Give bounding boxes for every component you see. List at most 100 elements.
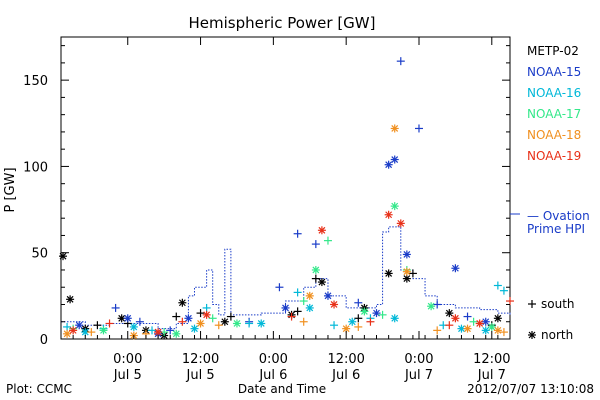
point-north <box>372 309 381 318</box>
point-north <box>384 269 393 278</box>
point-south <box>105 319 114 328</box>
point-north <box>475 319 484 328</box>
y-axis-label: P [GW] <box>3 167 18 212</box>
point-south <box>378 310 387 319</box>
x-tick-date-label: Jul 5 <box>113 368 142 383</box>
point-south <box>93 321 102 330</box>
point-south <box>245 319 254 328</box>
point-north <box>402 274 411 283</box>
point-north <box>75 321 84 330</box>
star-marker-icon <box>528 331 536 339</box>
y-tick-label: 100 <box>23 160 48 175</box>
point-north <box>69 326 78 335</box>
point-north <box>463 324 472 333</box>
point-north <box>190 324 199 333</box>
point-north <box>384 160 393 169</box>
point-north <box>481 326 490 335</box>
point-north <box>390 155 399 164</box>
point-south <box>148 326 157 335</box>
point-south <box>111 303 120 312</box>
marks-layer <box>59 57 514 340</box>
marker-legend: south north <box>528 297 575 342</box>
point-north <box>457 324 466 333</box>
point-north <box>451 264 460 273</box>
hpi-line-layer <box>61 226 511 330</box>
point-north <box>323 291 332 300</box>
point-north <box>396 219 405 228</box>
plot-frame <box>60 36 511 340</box>
point-south <box>366 317 375 326</box>
point-south <box>293 229 302 238</box>
point-north <box>390 202 399 211</box>
point-north <box>281 303 290 312</box>
point-north <box>59 252 68 261</box>
footer-left: Plot: CCMC <box>6 382 72 396</box>
point-south <box>275 283 284 292</box>
point-south <box>414 124 423 133</box>
x-tick-time-label: 12:00 <box>327 352 364 367</box>
point-south <box>166 326 175 335</box>
x-tick-time-label: 0:00 <box>113 352 142 367</box>
point-south <box>135 317 144 326</box>
x-tick-time-label: 12:00 <box>473 352 510 367</box>
point-south <box>208 314 217 323</box>
point-south <box>299 317 308 326</box>
point-north <box>330 300 339 309</box>
x-tick-time-label: 0:00 <box>259 352 288 367</box>
point-north <box>232 319 241 328</box>
legend-entry: METP-02 <box>527 44 579 58</box>
point-north <box>402 267 411 276</box>
point-south <box>226 312 235 321</box>
legend-entry: NOAA-19 <box>527 149 581 163</box>
point-north <box>154 328 163 337</box>
chart-title: Hemispheric Power [GW] <box>189 14 376 32</box>
point-north <box>317 226 326 235</box>
point-south <box>293 307 302 316</box>
point-north <box>196 319 205 328</box>
x-tick-date-label: Jul 7 <box>404 368 433 383</box>
point-south <box>311 240 320 249</box>
point-north <box>481 317 490 326</box>
point-south <box>178 317 187 326</box>
x-tick-date-label: Jul 6 <box>258 368 287 383</box>
point-south <box>172 312 181 321</box>
point-south <box>506 297 514 306</box>
point-north <box>384 210 393 219</box>
point-south <box>469 317 478 326</box>
footer-timestamp: 2012/07/07 13:10:08 <box>467 382 594 396</box>
y-tick-label: 150 <box>23 74 48 89</box>
point-north <box>390 314 399 323</box>
point-north <box>311 265 320 274</box>
point-south <box>202 303 211 312</box>
x-tick-date-label: Jul 7 <box>477 368 506 383</box>
x-tick-time-label: 12:00 <box>182 352 219 367</box>
point-north <box>220 317 229 326</box>
point-south <box>330 321 339 330</box>
x-tick-date-label: Jul 5 <box>186 368 215 383</box>
point-south <box>354 314 363 323</box>
point-north <box>427 302 436 311</box>
point-north <box>81 328 90 337</box>
legend-entry: NOAA-17 <box>527 107 581 121</box>
point-north <box>390 124 399 133</box>
x-tick-time-label: 0:00 <box>404 352 433 367</box>
y-axis: 0 50 100 150 <box>23 45 510 348</box>
legend-entry: NOAA-18 <box>527 128 581 142</box>
point-south <box>433 300 442 309</box>
point-north <box>257 319 266 328</box>
point-south <box>493 281 502 290</box>
point-north <box>317 278 326 287</box>
legend-entry: NOAA-16 <box>527 86 581 100</box>
point-south <box>311 274 320 283</box>
point-south <box>354 298 363 307</box>
y-tick-label: 50 <box>31 247 48 262</box>
point-south <box>396 57 405 66</box>
point-north <box>360 307 369 316</box>
point-north <box>184 314 193 323</box>
point-south <box>445 321 454 330</box>
x-axis-label: Date and Time <box>238 382 326 396</box>
point-north <box>63 329 72 338</box>
point-north <box>66 295 75 304</box>
legend-entry: NOAA-15 <box>527 65 581 79</box>
